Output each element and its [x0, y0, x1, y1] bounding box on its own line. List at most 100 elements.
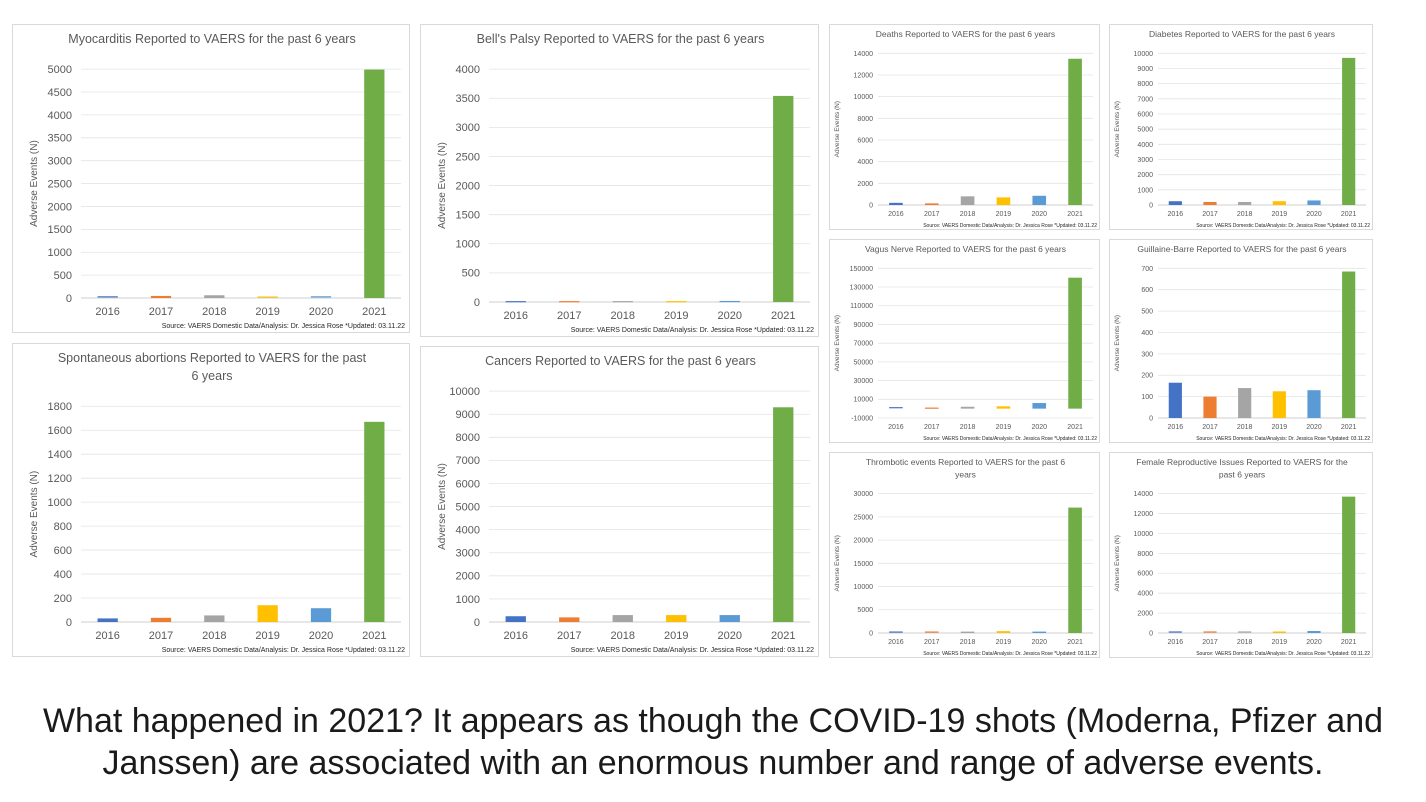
x-tick-label: 2017: [1202, 211, 1218, 218]
bar-2019: [666, 615, 687, 622]
chart-panel-female-reproductive: Female Reproductive Issues Reported to V…: [1109, 452, 1373, 658]
y-tick-label: 3000: [48, 156, 72, 168]
bar-2021: [1068, 58, 1082, 206]
y-tick-label: 5000: [857, 607, 873, 614]
y-tick-label: 15000: [854, 561, 874, 568]
y-tick-label: 25000: [854, 514, 874, 521]
source-note: Source: VAERS Domestic Data/Analysis: Dr…: [1196, 223, 1370, 229]
bar-2017: [924, 407, 939, 409]
x-tick-label: 2017: [149, 306, 173, 318]
bar-2020: [310, 608, 332, 622]
x-tick-label: 2021: [771, 630, 795, 642]
y-tick-label: 130000: [850, 284, 873, 291]
x-tick-label: 2018: [1237, 639, 1253, 646]
bar-2020: [1032, 403, 1047, 409]
x-tick-label: 2017: [924, 211, 940, 218]
x-tick-label: 2016: [888, 639, 904, 646]
bar-2020: [1307, 390, 1321, 418]
y-tick-label: 1000: [1137, 187, 1153, 194]
y-tick-label: 7000: [1137, 96, 1153, 103]
x-tick-label: 2017: [924, 424, 940, 431]
y-tick-label: 0: [474, 297, 480, 309]
y-tick-label: 1800: [48, 401, 72, 413]
y-tick-label: 2000: [1137, 611, 1153, 618]
y-tick-label: 6000: [1137, 571, 1153, 578]
y-tick-label: 0: [474, 617, 480, 629]
bar-2020: [1032, 195, 1047, 205]
chart-panel-spontaneous-abortions: Spontaneous abortions Reported to VAERS …: [12, 343, 410, 657]
chart-spontaneous-abortions: Spontaneous abortions Reported to VAERS …: [29, 351, 405, 654]
x-tick-label: 2018: [960, 424, 976, 431]
y-axis-label: Adverse Events (N): [834, 315, 841, 371]
x-tick-label: 2021: [1067, 211, 1083, 218]
y-tick-label: 10000: [854, 94, 874, 101]
y-tick-label: 10000: [1134, 51, 1154, 58]
chart-title: Thrombotic events Reported to VAERS for …: [866, 457, 1065, 467]
bar-2016: [1168, 201, 1182, 205]
x-tick-label: 2019: [255, 306, 279, 318]
y-tick-label: 10000: [449, 386, 480, 398]
y-tick-label: 0: [66, 617, 72, 629]
bar-2018: [960, 406, 975, 409]
y-tick-label: 500: [54, 270, 72, 282]
bar-2017: [150, 295, 172, 298]
bar-2018: [204, 615, 225, 622]
y-tick-label: 70000: [854, 341, 874, 348]
bar-2019: [257, 605, 278, 622]
chart-panel-guillain-barre: Guillaine-Barre Reported to VAERS for th…: [1109, 239, 1373, 443]
chart-cancers: Cancers Reported to VAERS for the past 6…: [437, 354, 814, 654]
y-tick-label: 400: [54, 569, 72, 581]
x-tick-label: 2020: [718, 630, 742, 642]
bar-2021: [773, 95, 794, 302]
bar-2021: [1342, 496, 1356, 633]
x-tick-label: 2018: [1237, 211, 1253, 218]
chart-panel-diabetes: Diabetes Reported to VAERS for the past …: [1109, 24, 1373, 230]
x-tick-label: 2016: [1168, 639, 1184, 646]
y-tick-label: 10000: [854, 584, 874, 591]
chart-title: Spontaneous abortions Reported to VAERS …: [58, 351, 367, 365]
y-tick-label: 500: [1141, 309, 1153, 316]
chart-thrombotic-events: Thrombotic events Reported to VAERS for …: [834, 457, 1097, 657]
chart-female-reproductive: Female Reproductive Issues Reported to V…: [1114, 457, 1370, 657]
bar-2021: [1342, 271, 1356, 418]
y-tick-label: 4000: [48, 110, 72, 122]
y-tick-label: 0: [1149, 202, 1153, 209]
y-tick-label: 4000: [456, 64, 480, 76]
y-tick-label: 3000: [1137, 157, 1153, 164]
y-tick-label: 4000: [857, 159, 873, 166]
chart-title: Female Reproductive Issues Reported to V…: [1136, 457, 1348, 467]
bar-2019: [996, 406, 1011, 409]
chart-title: past 6 years: [1219, 469, 1265, 479]
chart-title: Vagus Nerve Reported to VAERS for the pa…: [865, 244, 1066, 254]
source-note: Source: VAERS Domestic Data/Analysis: Dr…: [923, 223, 1097, 229]
x-tick-label: 2016: [888, 211, 904, 218]
chart-deaths: Deaths Reported to VAERS for the past 6 …: [834, 29, 1097, 229]
y-tick-label: 20000: [854, 538, 874, 545]
chart-panel-bells-palsy: Bell's Palsy Reported to VAERS for the p…: [420, 24, 819, 337]
y-tick-label: 0: [66, 293, 72, 305]
x-tick-label: 2020: [718, 310, 742, 322]
x-tick-label: 2020: [1306, 424, 1322, 431]
bar-2020: [1307, 631, 1321, 633]
bar-2016: [889, 202, 903, 205]
chart-panel-cancers: Cancers Reported to VAERS for the past 6…: [420, 346, 819, 657]
y-tick-label: 90000: [854, 322, 874, 329]
y-tick-label: 14000: [1134, 491, 1154, 498]
y-tick-label: 2000: [48, 201, 72, 213]
chart-title: Bell's Palsy Reported to VAERS for the p…: [477, 32, 765, 46]
chart-title: years: [955, 469, 976, 479]
chart-title: Diabetes Reported to VAERS for the past …: [1149, 29, 1335, 39]
bar-2019: [996, 197, 1011, 205]
bar-2020: [1032, 631, 1047, 633]
bar-2018: [960, 196, 975, 205]
bar-2019: [1272, 391, 1286, 418]
y-tick-label: 2000: [456, 571, 480, 583]
y-tick-label: 0: [869, 202, 873, 209]
bar-2016: [1168, 631, 1182, 633]
bar-2017: [1203, 631, 1217, 633]
bar-2018: [612, 301, 633, 303]
y-tick-label: 600: [54, 545, 72, 557]
y-tick-label: 3000: [456, 548, 480, 560]
y-tick-label: 30000: [854, 378, 874, 385]
bar-2018: [204, 295, 225, 298]
